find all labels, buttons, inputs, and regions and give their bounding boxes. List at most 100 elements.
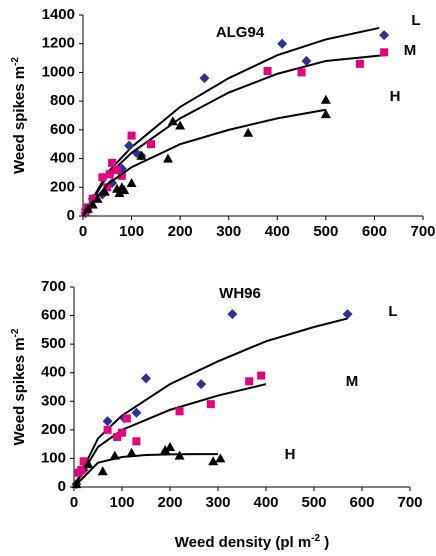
y-tick-label: 0 — [58, 478, 66, 495]
series-label: H — [390, 88, 401, 105]
y-tick-label: 300 — [41, 392, 66, 409]
marker — [379, 30, 390, 41]
y-tick-label: 800 — [50, 92, 75, 109]
x-tick-label: 500 — [301, 494, 326, 511]
marker — [113, 166, 121, 175]
marker — [174, 450, 185, 460]
y-tick-label: 400 — [50, 150, 75, 167]
fit-curve — [82, 108, 327, 217]
y-tick-label: 1200 — [42, 35, 75, 52]
x-tick-label: 700 — [397, 494, 422, 511]
marker — [108, 158, 117, 167]
fit-curve — [73, 453, 218, 488]
series-label: H — [285, 446, 296, 463]
marker — [109, 450, 120, 460]
y-tick-label: 1000 — [42, 63, 75, 80]
marker — [136, 150, 147, 160]
y-tick-label: 600 — [50, 121, 75, 138]
marker — [342, 309, 353, 320]
marker — [87, 199, 98, 209]
marker — [88, 194, 97, 203]
x-tick-label: 0 — [70, 494, 78, 511]
series-label: L — [388, 303, 397, 320]
y-tick-label: 0 — [67, 207, 75, 224]
marker — [167, 116, 178, 126]
y-tick-label: 700 — [41, 278, 66, 295]
y-tick-label: 100 — [41, 449, 66, 466]
y-axis-label: Weed spikes m-2 — [10, 328, 28, 445]
x-tick-label: 500 — [313, 223, 338, 240]
marker — [102, 416, 113, 427]
x-tick-label: 100 — [109, 494, 134, 511]
marker — [103, 183, 112, 192]
y-tick-label: 400 — [41, 364, 66, 381]
marker — [132, 437, 141, 446]
marker — [227, 309, 238, 320]
marker — [175, 120, 186, 130]
y-axis-label-part: Weed spikes m — [11, 337, 28, 445]
x-tick-label: 100 — [119, 223, 144, 240]
marker — [114, 188, 125, 198]
x-tick-label: 300 — [216, 223, 241, 240]
x-tick-label: 300 — [205, 494, 230, 511]
marker — [380, 48, 389, 57]
series-label: M — [346, 373, 359, 390]
x-tick-label: 600 — [362, 223, 387, 240]
marker — [92, 193, 103, 203]
x-axis-label-part: Weed density (pl m — [175, 534, 311, 551]
x-axis-label-part: -2 — [311, 533, 320, 544]
series-label: L — [411, 12, 420, 29]
x-tick-label: 200 — [168, 223, 193, 240]
y-tick-label: 200 — [41, 421, 66, 438]
marker — [165, 442, 175, 451]
x-tick-label: 700 — [410, 223, 435, 240]
marker — [208, 456, 219, 466]
marker — [105, 170, 114, 179]
marker — [320, 109, 331, 119]
x-tick-label: 0 — [79, 223, 87, 240]
marker — [127, 131, 136, 140]
marker — [206, 400, 215, 409]
y-axis-label: Weed spikes m-2 — [10, 57, 28, 174]
marker — [79, 457, 88, 466]
y-axis-label-part: Weed spikes m — [11, 66, 28, 174]
annotation: ALG94 — [216, 24, 265, 41]
marker — [113, 433, 122, 441]
fit-curve — [73, 317, 348, 488]
marker — [147, 140, 155, 149]
marker — [77, 465, 86, 474]
panel: 0 200 400 600 800 1000 1200 1400 0 100 200 300 400 50… — [10, 6, 436, 240]
marker — [103, 425, 112, 434]
y-tick-label: 500 — [41, 335, 66, 352]
y-tick-label: 1400 — [42, 6, 75, 23]
marker — [245, 377, 254, 386]
marker — [320, 94, 331, 104]
series-label: M — [404, 42, 417, 59]
marker — [263, 66, 272, 75]
marker — [97, 466, 108, 476]
marker — [131, 407, 142, 418]
y-axis-label-part: -2 — [10, 328, 21, 337]
x-axis-label-part: ) — [320, 534, 329, 551]
marker — [257, 371, 266, 380]
marker — [215, 453, 226, 463]
marker — [301, 55, 312, 66]
marker — [83, 459, 94, 469]
x-tick-label: 400 — [265, 223, 290, 240]
x-tick-label: 400 — [253, 494, 278, 511]
marker — [99, 186, 110, 196]
y-tick-label: 600 — [41, 307, 66, 324]
y-tick-label: 200 — [50, 178, 75, 195]
marker — [98, 173, 107, 182]
marker — [124, 140, 135, 151]
marker — [122, 414, 131, 423]
marker — [160, 444, 171, 454]
annotation: WH96 — [219, 285, 261, 302]
panel: 0 100 200 300 400 500 600 700 0 100 200 300 400 500 60… — [10, 278, 423, 551]
marker — [355, 59, 364, 68]
marker — [163, 153, 173, 163]
marker — [243, 127, 254, 137]
marker — [175, 407, 184, 416]
x-tick-label: 600 — [349, 494, 374, 511]
